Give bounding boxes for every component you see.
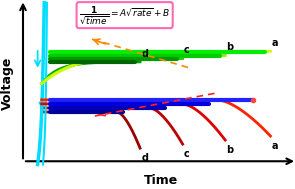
Text: Time: Time bbox=[144, 174, 178, 187]
Text: a: a bbox=[272, 38, 278, 48]
Text: a: a bbox=[272, 141, 278, 151]
Text: $\mathbf{\dfrac{1}{\sqrt{\mathit{time}}}} = A\sqrt{\mathit{rate}} + B$: $\mathbf{\dfrac{1}{\sqrt{\mathit{time}}}… bbox=[79, 4, 171, 26]
Text: c: c bbox=[184, 149, 190, 159]
Text: b: b bbox=[227, 42, 234, 52]
Text: b: b bbox=[227, 145, 234, 155]
Text: d: d bbox=[141, 49, 148, 59]
Text: d: d bbox=[141, 153, 148, 163]
Text: c: c bbox=[184, 45, 190, 55]
Text: Voltage: Voltage bbox=[1, 57, 14, 110]
